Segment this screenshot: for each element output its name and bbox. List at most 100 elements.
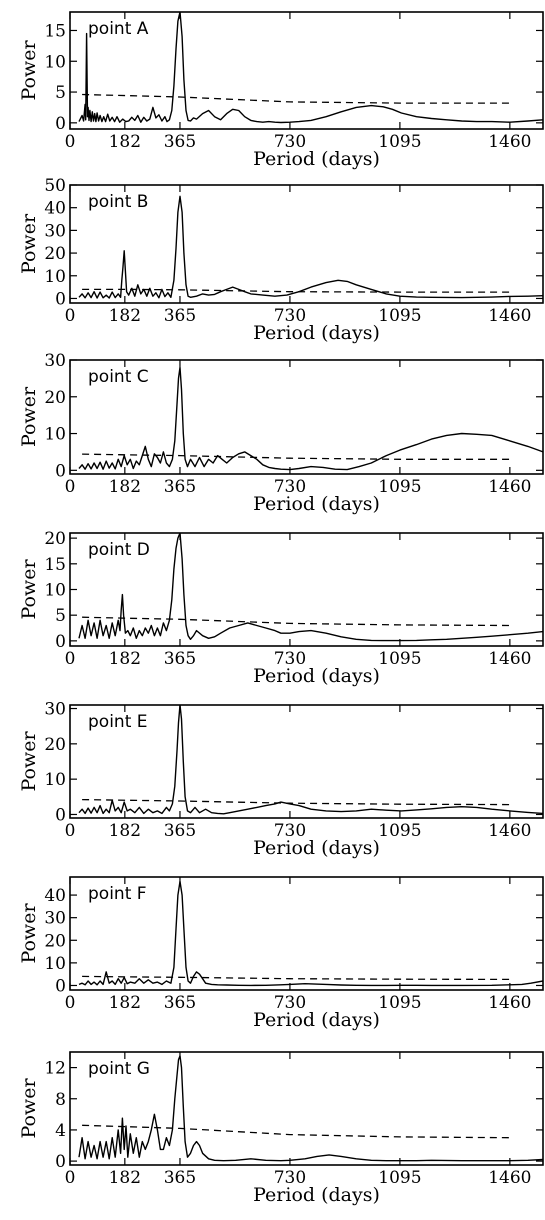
- panel-label: point G: [88, 1059, 150, 1079]
- y-axis-title: Power: [18, 903, 40, 964]
- x-tick-label: 730: [274, 1168, 306, 1188]
- x-tick-label: 0: [65, 993, 76, 1013]
- x-tick-label: 1460: [488, 132, 531, 152]
- x-axis-title: Period (days): [253, 837, 380, 859]
- x-tick-label: 365: [164, 132, 196, 152]
- y-tick-label: 0: [55, 289, 66, 309]
- panel-label: point E: [88, 712, 148, 732]
- x-tick-label: 0: [65, 1168, 76, 1188]
- y-tick-label: 20: [44, 388, 66, 408]
- significance-threshold-line: [82, 1124, 510, 1139]
- x-tick-label: 1460: [488, 821, 531, 841]
- y-tick-label: 4: [55, 1121, 66, 1141]
- panel-d: 0 182 365 730 1095 1460 0 5 10 15 20 Period (days) P…: [18, 529, 544, 687]
- power-spectrum-line: [78, 705, 543, 815]
- plot-frame: [69, 359, 544, 475]
- panel-e: 0 182 365 730 1095 1460 0 10 20 30 Period (days) Po…: [18, 700, 544, 859]
- plot-frame: [69, 184, 544, 304]
- y-tick-label: 10: [44, 267, 66, 287]
- panel-label: point B: [88, 192, 148, 212]
- x-axis-title: Period (days): [253, 665, 380, 687]
- x-tick-label: 365: [164, 993, 196, 1013]
- y-tick-label: 0: [55, 461, 66, 481]
- y-tick-label: 15: [44, 21, 66, 41]
- y-tick-label: 30: [44, 909, 66, 929]
- x-tick-label: 1460: [488, 1168, 531, 1188]
- panel-g: 0 182 365 730 1095 1460 0 4 8 12 Period (days) Powe…: [18, 1051, 544, 1206]
- y-tick-label: 10: [44, 770, 66, 790]
- x-tick-label: 365: [164, 477, 196, 497]
- x-axis-title: Period (days): [253, 1184, 380, 1206]
- y-tick-label: 20: [44, 735, 66, 755]
- significance-threshold-line: [82, 975, 510, 981]
- y-tick-label: 20: [44, 931, 66, 951]
- x-tick-label: 365: [164, 649, 196, 669]
- x-tick-label: 1095: [378, 649, 421, 669]
- x-tick-label: 1095: [378, 306, 421, 326]
- x-tick-label: 0: [65, 477, 76, 497]
- x-axis-title: Period (days): [253, 148, 380, 170]
- x-tick-label: 182: [109, 132, 141, 152]
- x-tick-label: 730: [274, 477, 306, 497]
- significance-threshold-line: [82, 616, 510, 627]
- x-tick-label: 1095: [378, 132, 421, 152]
- significance-threshold-line: [82, 453, 510, 460]
- power-spectrum-line: [78, 1055, 543, 1162]
- x-tick-label: 182: [109, 306, 141, 326]
- y-axis-title: Power: [18, 559, 40, 620]
- x-tick-label: 182: [109, 1168, 141, 1188]
- plot-frame: [69, 11, 544, 130]
- x-tick-label: 730: [274, 306, 306, 326]
- y-tick-label: 0: [55, 632, 66, 652]
- x-tick-label: 365: [164, 1168, 196, 1188]
- panel-label: point F: [88, 884, 147, 904]
- panel-a: 0 182 365 730 1095 1460 0 5 10 15 Period (days) Pow…: [18, 11, 544, 170]
- x-tick-label: 1095: [378, 821, 421, 841]
- significance-threshold-line: [82, 93, 510, 104]
- y-tick-label: 0: [55, 805, 66, 825]
- plot-frame: [69, 876, 544, 991]
- x-tick-label: 365: [164, 306, 196, 326]
- y-tick-label: 5: [55, 83, 66, 103]
- x-tick-label: 182: [109, 649, 141, 669]
- x-tick-label: 1095: [378, 477, 421, 497]
- y-tick-label: 30: [44, 700, 66, 720]
- power-spectrum-line: [78, 366, 543, 471]
- y-tick-label: 10: [44, 954, 66, 974]
- power-spectrum-line: [78, 12, 543, 124]
- x-axis-title: Period (days): [253, 493, 380, 515]
- y-axis-title: Power: [18, 40, 40, 101]
- x-tick-label: 182: [109, 821, 141, 841]
- power-spectrum-line: [78, 880, 543, 987]
- y-tick-label: 30: [44, 351, 66, 371]
- y-tick-label: 20: [44, 529, 66, 549]
- y-tick-label: 0: [55, 114, 66, 134]
- x-tick-label: 1095: [378, 1168, 421, 1188]
- x-tick-label: 182: [109, 993, 141, 1013]
- x-tick-label: 730: [274, 821, 306, 841]
- power-spectrum-line: [78, 195, 543, 299]
- x-tick-label: 1460: [488, 306, 531, 326]
- panel-label: point A: [88, 19, 149, 39]
- x-tick-label: 1460: [488, 993, 531, 1013]
- significance-threshold-line: [82, 288, 510, 293]
- y-tick-label: 20: [44, 244, 66, 264]
- panel-c: 0 182 365 730 1095 1460 0 10 20 30 Period (days) Po…: [18, 351, 544, 515]
- x-tick-label: 1095: [378, 993, 421, 1013]
- x-axis-title: Period (days): [253, 322, 380, 344]
- y-tick-label: 10: [44, 581, 66, 601]
- x-tick-label: 0: [65, 306, 76, 326]
- y-axis-title: Power: [18, 386, 40, 447]
- x-tick-label: 1460: [488, 649, 531, 669]
- y-tick-label: 8: [55, 1090, 66, 1110]
- y-axis-title: Power: [18, 731, 40, 792]
- y-tick-label: 0: [55, 976, 66, 996]
- y-tick-label: 40: [44, 886, 66, 906]
- x-tick-label: 1460: [488, 477, 531, 497]
- y-tick-label: 50: [44, 176, 66, 196]
- x-tick-label: 730: [274, 993, 306, 1013]
- x-tick-label: 0: [65, 821, 76, 841]
